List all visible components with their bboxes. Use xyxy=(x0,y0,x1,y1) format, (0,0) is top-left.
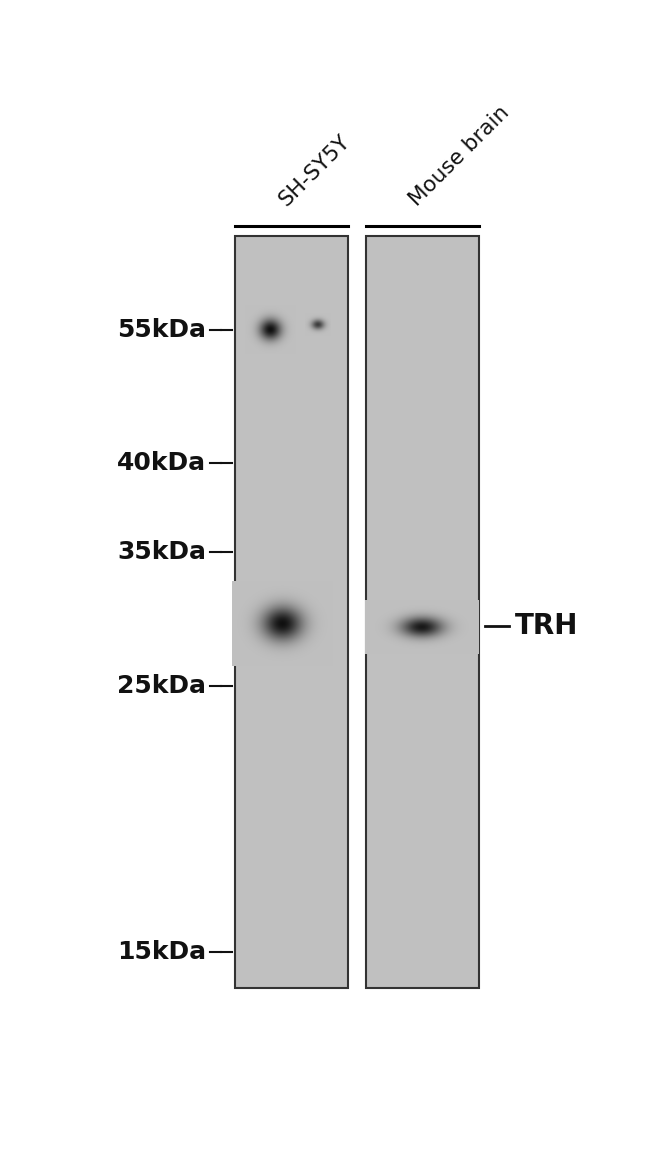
Text: 40kDa: 40kDa xyxy=(117,452,206,475)
Text: 35kDa: 35kDa xyxy=(117,541,206,564)
Text: 25kDa: 25kDa xyxy=(117,673,206,698)
Text: SH-SY5Y: SH-SY5Y xyxy=(275,132,354,210)
Text: Mouse brain: Mouse brain xyxy=(406,102,514,210)
Bar xyxy=(366,237,479,988)
Text: TRH: TRH xyxy=(515,612,578,640)
Text: 15kDa: 15kDa xyxy=(117,940,206,964)
Text: 55kDa: 55kDa xyxy=(117,318,206,342)
Bar xyxy=(235,237,348,988)
